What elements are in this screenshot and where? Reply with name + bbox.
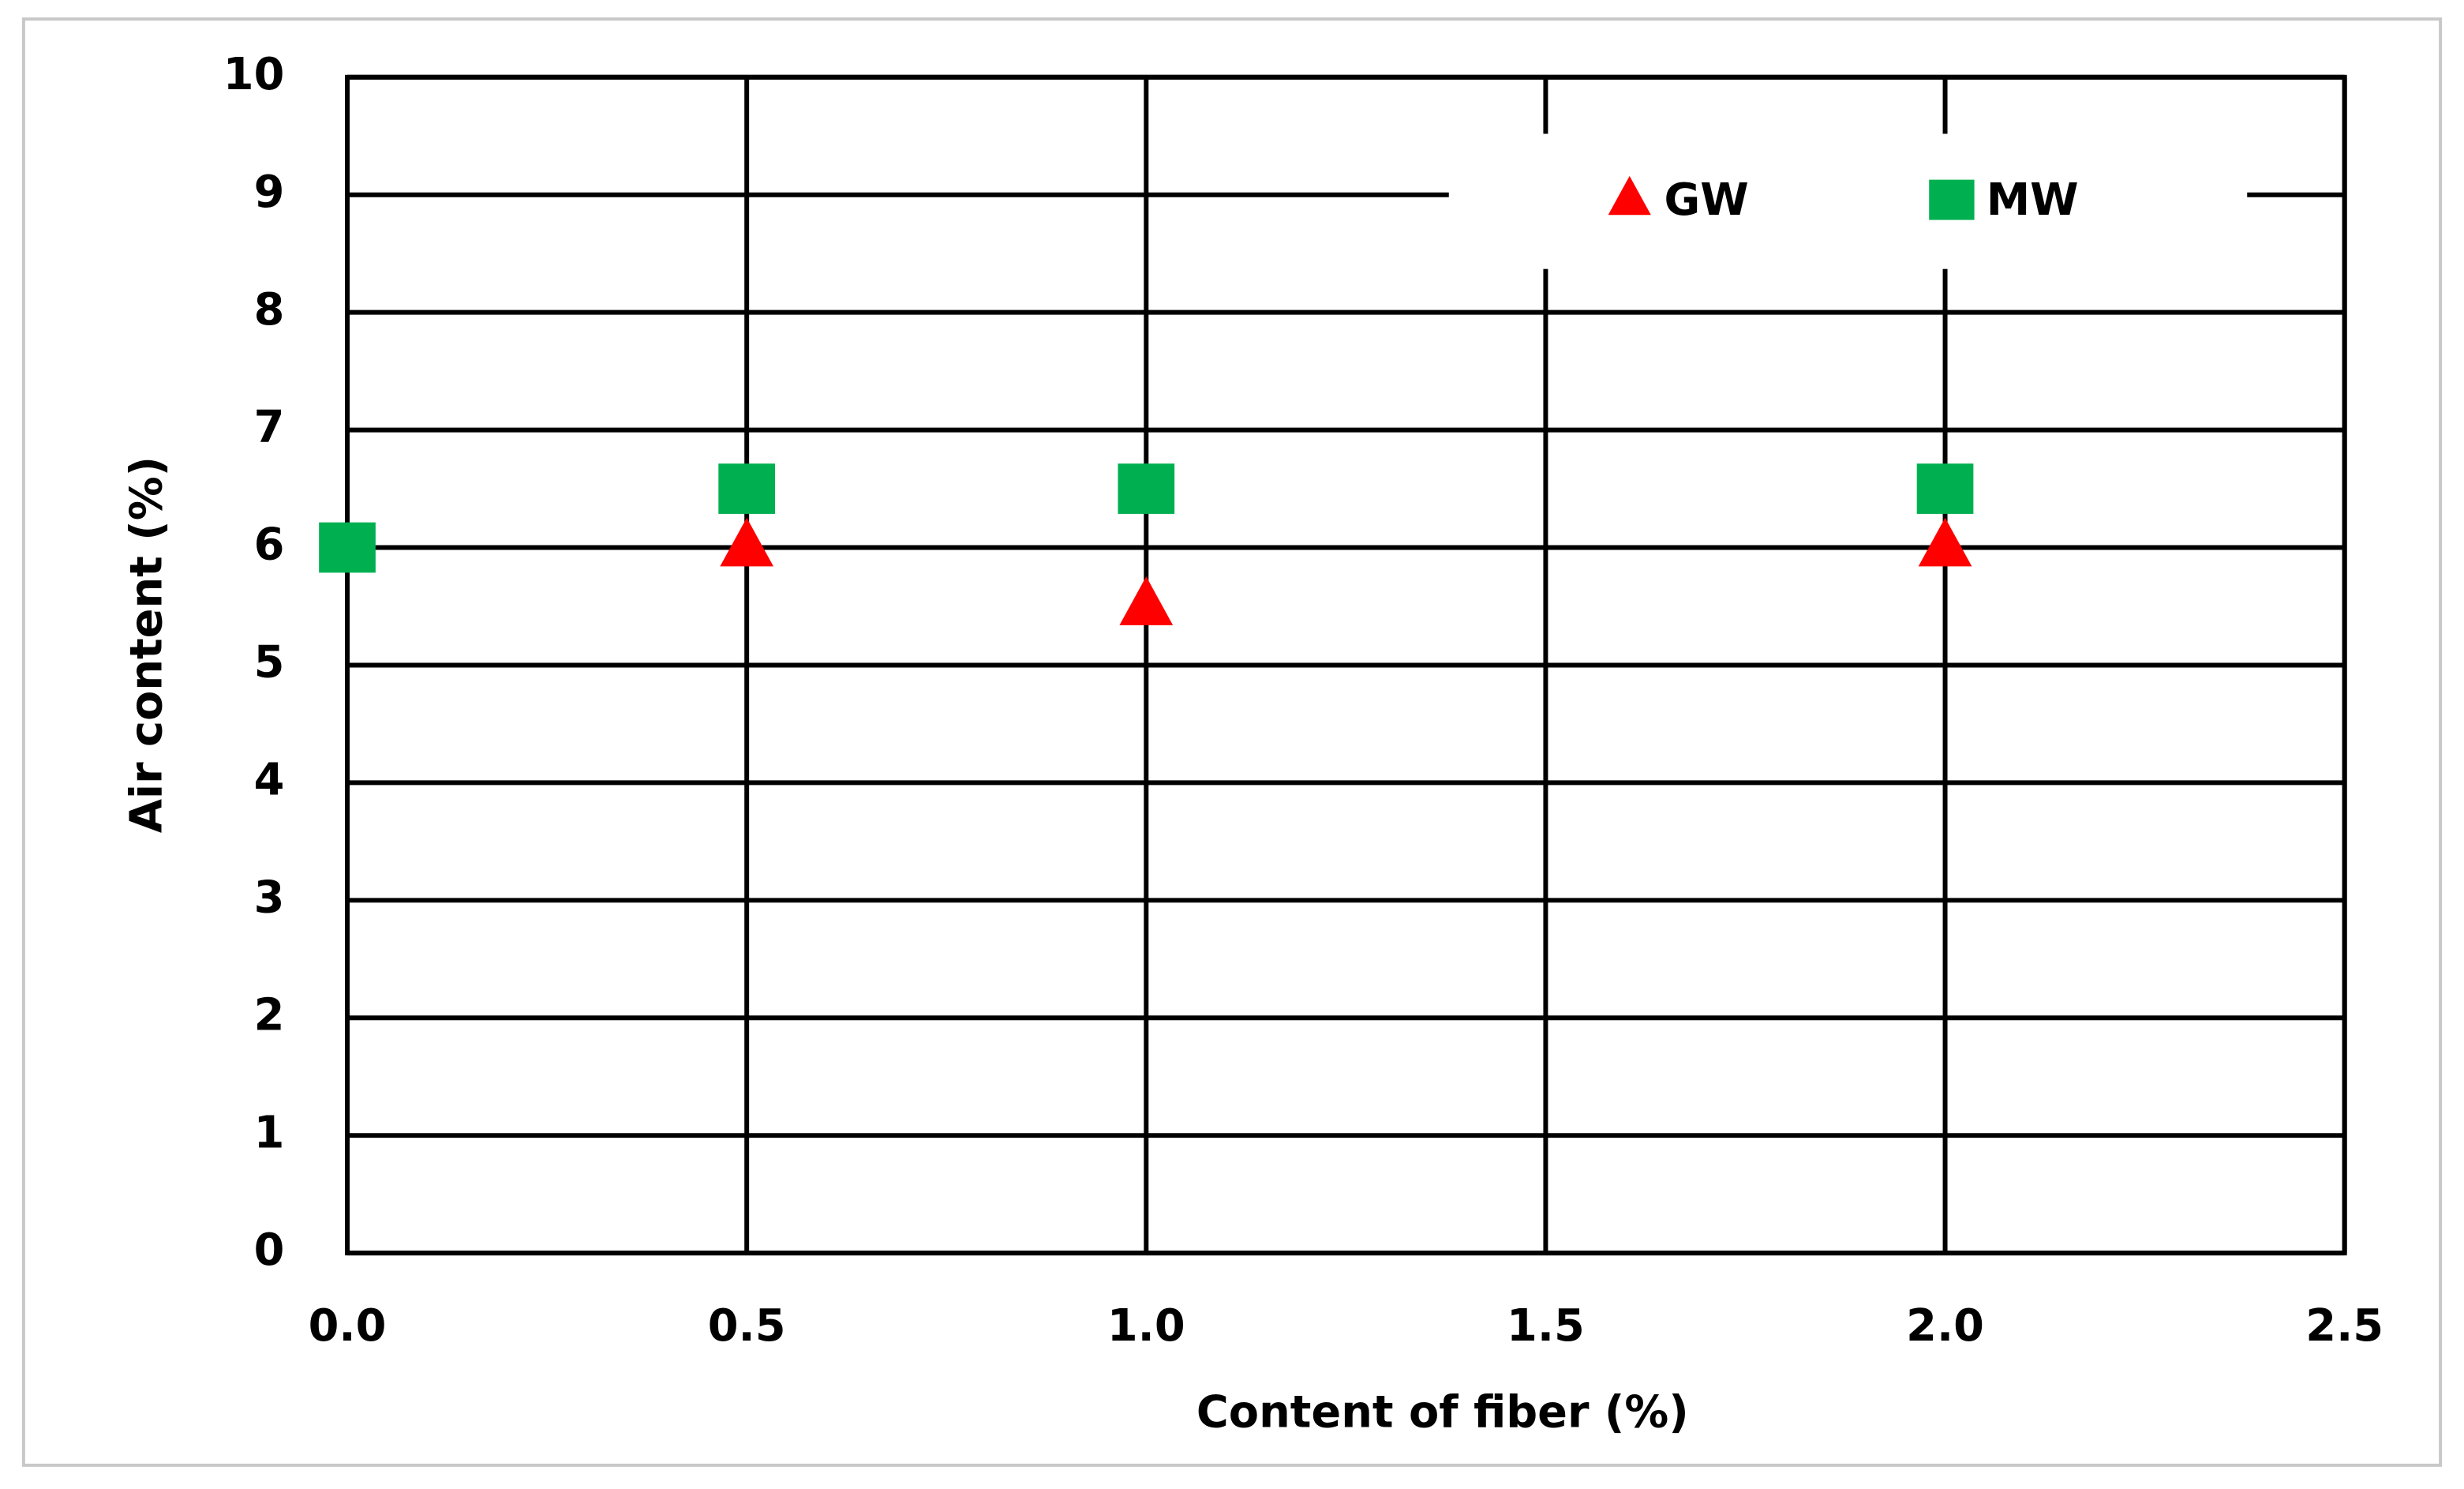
y-axis-label: Air content (%) — [121, 456, 172, 833]
x-tick-label: 2.5 — [2305, 1300, 2383, 1352]
y-tick-label: 8 — [254, 284, 285, 336]
x-tick-label: 1.0 — [1107, 1300, 1185, 1352]
x-axis-label: Content of fiber (%) — [1196, 1386, 1689, 1438]
y-tick-label: 6 — [254, 519, 285, 571]
square-marker — [1929, 179, 1975, 220]
triangle-marker — [1119, 576, 1174, 625]
triangle-marker — [720, 517, 774, 567]
plot-frame — [345, 74, 2347, 1256]
y-tick-label: 2 — [254, 989, 285, 1041]
y-tick-label: 1 — [254, 1107, 285, 1158]
x-tick-label: 1.5 — [1507, 1300, 1585, 1352]
y-tick-label: 10 — [223, 49, 285, 100]
square-marker — [1916, 463, 1974, 514]
legend-label: GW — [1665, 174, 1749, 226]
plot-area: 0 1 2 3 4 5 6 7 8 9 10 0.0 0.5 1.0 1.5 2.0 2.5 GW MW — [223, 49, 2383, 1352]
y-tick-label: 5 — [254, 637, 285, 688]
legend-label: MW — [1987, 174, 2079, 226]
triangle-marker — [1608, 175, 1651, 216]
y-tick-label: 9 — [254, 167, 285, 218]
legend-box — [1448, 133, 2248, 269]
y-tick-label: 0 — [254, 1225, 285, 1276]
triangle-marker — [1918, 517, 1972, 567]
y-tick-label: 7 — [254, 402, 285, 453]
y-tick-label: 3 — [254, 872, 285, 923]
square-marker — [718, 463, 775, 514]
square-marker — [319, 522, 376, 573]
x-tick-label: 0.5 — [708, 1300, 786, 1352]
y-tick-label: 4 — [254, 755, 285, 806]
x-tick-label: 2.0 — [1906, 1300, 1984, 1352]
square-marker — [1118, 463, 1175, 514]
x-tick-label: 0.0 — [309, 1300, 387, 1352]
